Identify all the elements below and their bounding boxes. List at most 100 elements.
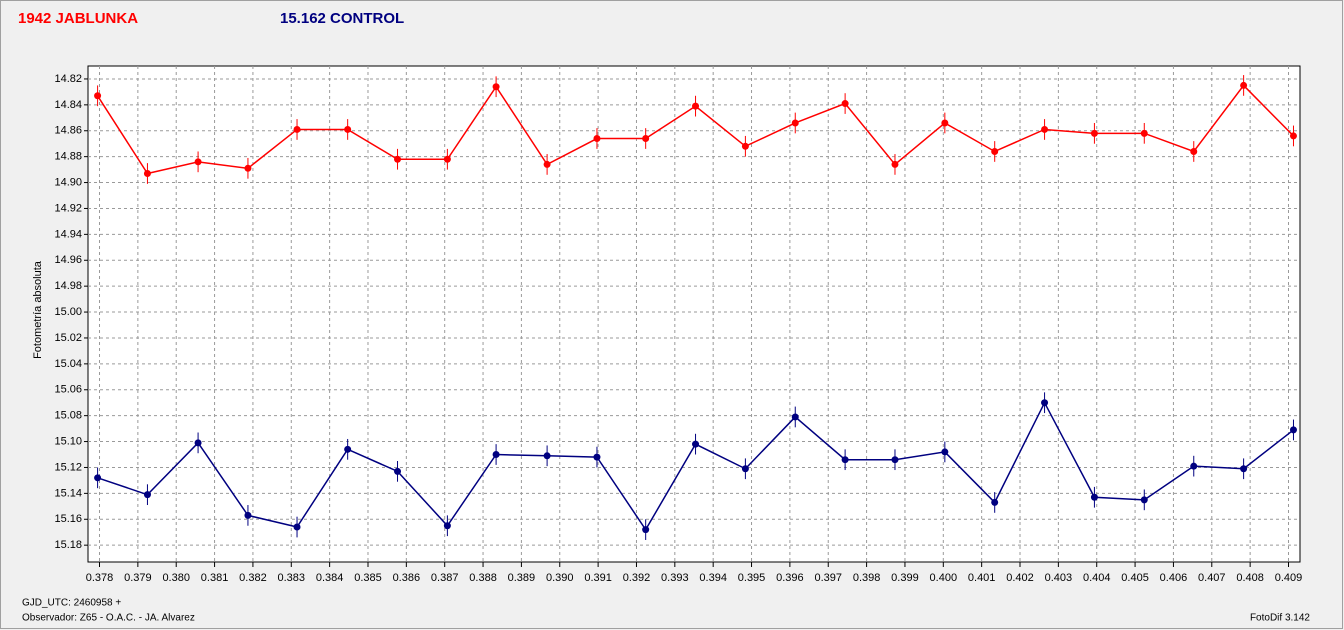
data-point bbox=[492, 83, 500, 91]
chart-title: 1942 JABLUNKA bbox=[18, 10, 138, 27]
data-point bbox=[1041, 125, 1049, 133]
data-point bbox=[143, 169, 151, 177]
x-tick-label: 0.395 bbox=[738, 572, 766, 584]
x-tick-label: 0.383 bbox=[278, 572, 306, 584]
x-tick-label: 0.387 bbox=[431, 572, 459, 584]
data-point bbox=[1190, 147, 1198, 155]
footer-text: Observador: Z65 - O.A.C. - JA. Alvarez bbox=[22, 613, 195, 624]
data-point bbox=[1240, 81, 1248, 89]
data-point bbox=[891, 160, 899, 168]
data-point bbox=[344, 445, 352, 453]
y-tick-label: 15.06 bbox=[54, 384, 82, 396]
data-point bbox=[791, 119, 799, 127]
x-tick-label: 0.394 bbox=[699, 572, 727, 584]
data-point bbox=[543, 160, 551, 168]
data-point bbox=[244, 164, 252, 172]
x-tick-label: 0.405 bbox=[1121, 572, 1149, 584]
x-tick-label: 0.390 bbox=[546, 572, 574, 584]
y-tick-label: 14.88 bbox=[54, 151, 82, 163]
y-tick-label: 15.10 bbox=[54, 435, 82, 447]
data-point bbox=[642, 526, 650, 534]
x-tick-label: 0.397 bbox=[814, 572, 842, 584]
y-tick-label: 15.16 bbox=[54, 513, 82, 525]
data-point bbox=[293, 523, 301, 531]
data-point bbox=[344, 125, 352, 133]
x-tick-label: 0.408 bbox=[1236, 572, 1264, 584]
data-point bbox=[543, 452, 551, 460]
x-tick-label: 0.381 bbox=[201, 572, 229, 584]
x-tick-label: 0.393 bbox=[661, 572, 689, 584]
x-tick-label: 0.406 bbox=[1160, 572, 1188, 584]
y-tick-label: 15.14 bbox=[54, 487, 82, 499]
y-tick-label: 14.90 bbox=[54, 176, 82, 188]
data-point bbox=[1190, 462, 1198, 470]
data-point bbox=[941, 448, 949, 456]
data-point bbox=[991, 147, 999, 155]
x-tick-label: 0.407 bbox=[1198, 572, 1226, 584]
x-tick-label: 0.398 bbox=[853, 572, 881, 584]
y-tick-label: 15.18 bbox=[54, 539, 82, 551]
x-tick-label: 0.379 bbox=[124, 572, 152, 584]
y-tick-label: 15.00 bbox=[54, 306, 82, 318]
y-tick-label: 14.84 bbox=[54, 99, 82, 111]
data-point bbox=[791, 413, 799, 421]
y-axis-label: Fotometría absoluta bbox=[32, 260, 44, 359]
data-point bbox=[941, 119, 949, 127]
footer-text: FotoDif 3.142 bbox=[1250, 613, 1310, 624]
data-point bbox=[194, 158, 202, 166]
x-tick-label: 0.404 bbox=[1083, 572, 1111, 584]
data-point bbox=[741, 142, 749, 150]
y-tick-label: 15.12 bbox=[54, 461, 82, 473]
data-point bbox=[194, 439, 202, 447]
y-tick-label: 15.02 bbox=[54, 332, 82, 344]
x-tick-label: 0.386 bbox=[393, 572, 421, 584]
data-point bbox=[492, 451, 500, 459]
data-point bbox=[293, 125, 301, 133]
data-point bbox=[841, 456, 849, 464]
data-point bbox=[991, 498, 999, 506]
data-point bbox=[1140, 496, 1148, 504]
x-tick-label: 0.389 bbox=[508, 572, 536, 584]
y-tick-label: 14.94 bbox=[54, 228, 82, 240]
data-point bbox=[1289, 132, 1297, 140]
x-tick-label: 0.396 bbox=[776, 572, 804, 584]
plot-area bbox=[87, 65, 1301, 563]
y-tick-label: 14.82 bbox=[54, 73, 82, 85]
x-tick-label: 0.401 bbox=[968, 572, 996, 584]
data-point bbox=[94, 92, 102, 100]
data-point bbox=[1240, 465, 1248, 473]
data-point bbox=[593, 135, 601, 143]
data-point bbox=[841, 100, 849, 108]
data-point bbox=[143, 491, 151, 499]
data-point bbox=[443, 155, 451, 163]
data-point bbox=[1289, 426, 1297, 434]
data-point bbox=[1041, 399, 1049, 407]
chart-title: 15.162 CONTROL bbox=[280, 10, 404, 27]
x-tick-label: 0.384 bbox=[316, 572, 344, 584]
data-point bbox=[891, 456, 899, 464]
data-point bbox=[1090, 493, 1098, 501]
x-tick-label: 0.399 bbox=[891, 572, 919, 584]
footer-text: GJD_UTC: 2460958 + bbox=[22, 598, 121, 609]
y-tick-label: 14.96 bbox=[54, 254, 82, 266]
data-point bbox=[1090, 129, 1098, 137]
y-tick-label: 14.92 bbox=[54, 202, 82, 214]
x-tick-label: 0.402 bbox=[1006, 572, 1034, 584]
y-tick-label: 15.08 bbox=[54, 410, 82, 422]
x-tick-label: 0.380 bbox=[162, 572, 190, 584]
x-tick-label: 0.403 bbox=[1045, 572, 1073, 584]
data-point bbox=[642, 135, 650, 143]
data-point bbox=[443, 522, 451, 530]
x-tick-label: 0.388 bbox=[469, 572, 497, 584]
y-tick-label: 14.86 bbox=[54, 125, 82, 137]
data-point bbox=[94, 474, 102, 482]
data-point bbox=[244, 511, 252, 519]
x-tick-label: 0.409 bbox=[1275, 572, 1303, 584]
x-tick-label: 0.378 bbox=[86, 572, 114, 584]
data-point bbox=[692, 102, 700, 110]
data-point bbox=[394, 467, 402, 475]
x-tick-label: 0.400 bbox=[930, 572, 958, 584]
x-tick-label: 0.392 bbox=[623, 572, 651, 584]
y-tick-label: 14.98 bbox=[54, 280, 82, 292]
